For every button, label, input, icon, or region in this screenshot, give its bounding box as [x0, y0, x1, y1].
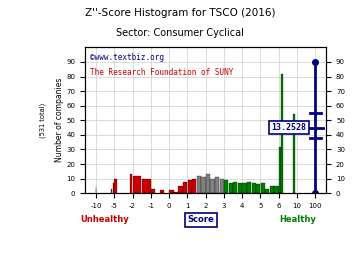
- Text: Sector: Consumer Cyclical: Sector: Consumer Cyclical: [116, 28, 244, 38]
- Bar: [192, 179, 197, 193]
- Bar: [183, 181, 187, 193]
- Bar: [130, 174, 132, 193]
- Bar: [201, 177, 206, 193]
- Bar: [252, 183, 256, 193]
- Bar: [229, 183, 233, 193]
- Bar: [160, 190, 165, 193]
- Text: Score: Score: [188, 215, 214, 224]
- Bar: [151, 189, 155, 193]
- Bar: [215, 177, 219, 193]
- Bar: [169, 190, 174, 193]
- Text: 13.2528: 13.2528: [271, 123, 307, 132]
- Bar: [279, 147, 281, 193]
- Bar: [238, 183, 242, 193]
- Bar: [261, 183, 265, 193]
- Bar: [174, 192, 178, 193]
- Bar: [233, 181, 238, 193]
- Bar: [281, 74, 283, 193]
- Text: (531 total): (531 total): [40, 103, 46, 138]
- Bar: [224, 180, 228, 193]
- Bar: [256, 184, 260, 193]
- Bar: [142, 179, 150, 193]
- Bar: [133, 176, 141, 193]
- Bar: [220, 179, 224, 193]
- Bar: [188, 180, 192, 193]
- Y-axis label: Number of companies: Number of companies: [55, 78, 64, 163]
- Text: ©www.textbiz.org: ©www.textbiz.org: [90, 53, 164, 62]
- Text: Z''-Score Histogram for TSCO (2016): Z''-Score Histogram for TSCO (2016): [85, 8, 275, 18]
- Text: Unhealthy: Unhealthy: [80, 215, 129, 224]
- Bar: [114, 179, 117, 193]
- Text: The Research Foundation of SUNY: The Research Foundation of SUNY: [90, 68, 233, 77]
- Bar: [113, 183, 114, 193]
- Bar: [293, 114, 295, 193]
- Bar: [274, 186, 279, 193]
- Bar: [210, 179, 215, 193]
- Bar: [111, 189, 112, 193]
- Bar: [270, 186, 274, 193]
- Bar: [206, 174, 210, 193]
- Text: Healthy: Healthy: [279, 215, 316, 224]
- Bar: [179, 186, 183, 193]
- Bar: [197, 176, 201, 193]
- Bar: [247, 181, 251, 193]
- Bar: [265, 189, 270, 193]
- Bar: [242, 183, 247, 193]
